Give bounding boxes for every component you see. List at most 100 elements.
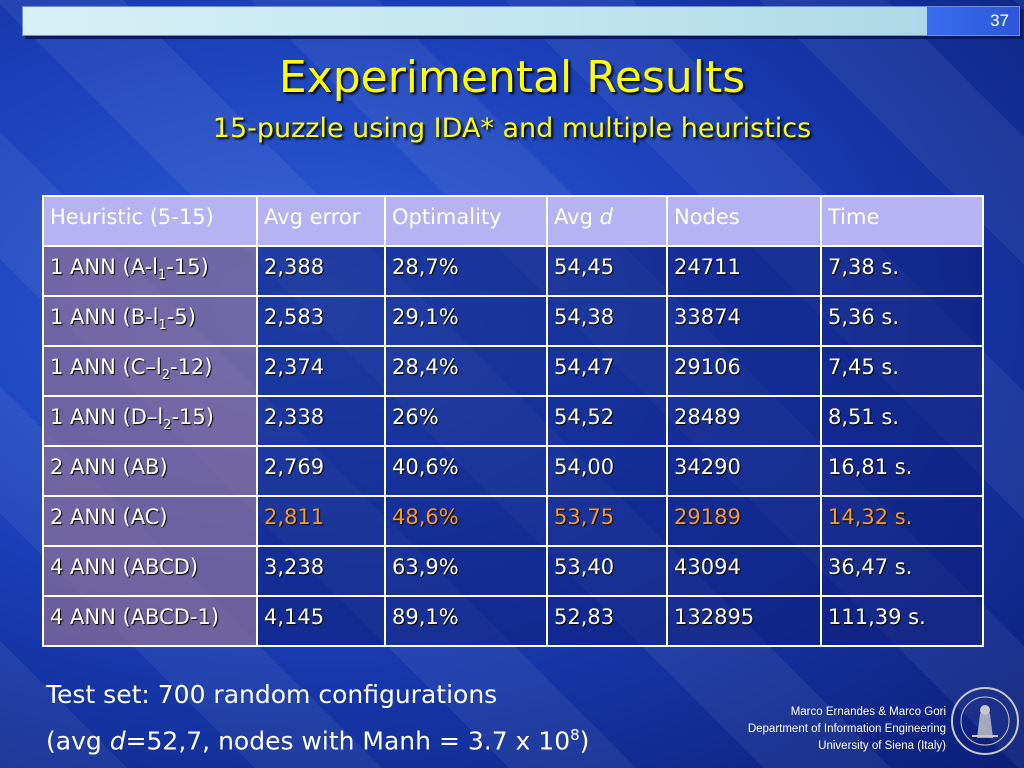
table-row: 1 ANN (D–l2-15) 2,338 26% 54,52 28489 8,51 s. bbox=[42, 395, 984, 447]
avg-line-b: =52,7, nodes with Manh = 3.7 x 10 bbox=[125, 726, 571, 756]
nodes-cell: 33874 bbox=[666, 295, 822, 347]
optimality-cell: 40,6% bbox=[384, 445, 548, 497]
time-cell: 7,38 s. bbox=[820, 245, 984, 297]
table-row: 2 ANN (AC) 2,811 48,6% 53,75 29189 14,32 s. bbox=[42, 495, 984, 547]
avg-line-a: (avg bbox=[46, 726, 110, 756]
nodes-cell: 29106 bbox=[666, 345, 822, 397]
heuristic-subscript: 1 bbox=[158, 318, 167, 334]
table-row: 2 ANN (AB) 2,769 40,6% 54,00 34290 16,81 s. bbox=[42, 445, 984, 497]
optimality-cell: 89,1% bbox=[384, 595, 548, 647]
avg-error-cell: 3,238 bbox=[256, 545, 386, 597]
avg-error-cell: 2,374 bbox=[256, 345, 386, 397]
heuristic-name: 2 ANN (AC) bbox=[50, 505, 168, 529]
heuristic-cell: 1 ANN (B-l1-5) bbox=[42, 295, 258, 347]
heuristic-subscript: 2 bbox=[163, 418, 172, 434]
header-time: Time bbox=[820, 195, 984, 247]
time-cell: 16,81 s. bbox=[820, 445, 984, 497]
test-set-line: Test set: 700 random configurations bbox=[46, 680, 498, 709]
avg-d-cell: 52,83 bbox=[546, 595, 668, 647]
heuristic-cell: 2 ANN (AC) bbox=[42, 495, 258, 547]
heuristic-cell: 4 ANN (ABCD-1) bbox=[42, 595, 258, 647]
heuristic-cell: 1 ANN (D–l2-15) bbox=[42, 395, 258, 447]
top-bar: 37 bbox=[22, 6, 1020, 36]
header-avg-d-text: Avg bbox=[554, 205, 600, 229]
credits-authors: Marco Ernandes & Marco Gori bbox=[790, 706, 946, 718]
header-avg-d: Avg d bbox=[546, 195, 668, 247]
table-header-row: Heuristic (5-15) Avg error Optimality Av… bbox=[42, 195, 984, 247]
university-seal-icon bbox=[951, 687, 1019, 755]
nodes-cell: 132895 bbox=[666, 595, 822, 647]
heuristic-name: 4 ANN (ABCD) bbox=[50, 555, 199, 579]
avg-d-cell: 53,40 bbox=[546, 545, 668, 597]
optimality-cell: 28,7% bbox=[384, 245, 548, 297]
header-avg-error: Avg error bbox=[256, 195, 386, 247]
avg-d-cell: 53,75 bbox=[546, 495, 668, 547]
heuristic-name: 1 ANN (D–l bbox=[50, 405, 164, 429]
nodes-cell: 24711 bbox=[666, 245, 822, 297]
nodes-cell: 29189 bbox=[666, 495, 822, 547]
heuristic-suffix: -12) bbox=[169, 355, 213, 379]
heuristic-cell: 4 ANN (ABCD) bbox=[42, 545, 258, 597]
header-optimality: Optimality bbox=[384, 195, 548, 247]
page-number: 37 bbox=[990, 11, 1009, 30]
table-row: 4 ANN (ABCD) 3,238 63,9% 53,40 43094 36,47 s. bbox=[42, 545, 984, 597]
time-cell: 5,36 s. bbox=[820, 295, 984, 347]
table-row: 4 ANN (ABCD-1) 4,145 89,1% 52,83 132895 111,3… bbox=[42, 595, 984, 647]
nodes-cell: 43094 bbox=[666, 545, 822, 597]
heuristic-name: 1 ANN (A-l bbox=[50, 255, 159, 279]
results-table: Heuristic (5-15) Avg error Optimality Av… bbox=[42, 195, 984, 647]
table-row: 1 ANN (C–l2-12) 2,374 28,4% 54,47 29106 7,45 … bbox=[42, 345, 984, 397]
heuristic-name: 1 ANN (B-l bbox=[50, 305, 159, 329]
header-avg-d-italic: d bbox=[599, 205, 613, 229]
time-cell: 111,39 s. bbox=[820, 595, 984, 647]
heuristic-cell: 1 ANN (A-l1-15) bbox=[42, 245, 258, 297]
time-cell: 36,47 s. bbox=[820, 545, 984, 597]
avg-error-cell: 4,145 bbox=[256, 595, 386, 647]
optimality-cell: 48,6% bbox=[384, 495, 548, 547]
optimality-cell: 28,4% bbox=[384, 345, 548, 397]
avg-d-cell: 54,38 bbox=[546, 295, 668, 347]
avg-d-cell: 54,47 bbox=[546, 345, 668, 397]
heuristic-name: 2 ANN (AB) bbox=[50, 455, 168, 479]
table-row: 1 ANN (B-l1-5) 2,583 29,1% 54,38 33874 5,36 s… bbox=[42, 295, 984, 347]
heuristic-subscript: 1 bbox=[158, 268, 167, 284]
avg-line: (avg d=52,7, nodes with Manh = 3.7 x 108… bbox=[46, 715, 589, 761]
avg-d-cell: 54,52 bbox=[546, 395, 668, 447]
test-set-note: Test set: 700 random configurations (avg… bbox=[46, 675, 589, 761]
avg-error-cell: 2,388 bbox=[256, 245, 386, 297]
heuristic-suffix: -15) bbox=[166, 255, 209, 279]
optimality-cell: 63,9% bbox=[384, 545, 548, 597]
avg-error-cell: 2,338 bbox=[256, 395, 386, 447]
nodes-cell: 28489 bbox=[666, 395, 822, 447]
avg-line-d: d bbox=[109, 726, 126, 756]
heuristic-cell: 2 ANN (AB) bbox=[42, 445, 258, 497]
time-cell: 14,32 s. bbox=[820, 495, 984, 547]
time-cell: 8,51 s. bbox=[820, 395, 984, 447]
avg-error-cell: 2,583 bbox=[256, 295, 386, 347]
heuristic-cell: 1 ANN (C–l2-12) bbox=[42, 345, 258, 397]
time-cell: 7,45 s. bbox=[820, 345, 984, 397]
credits: Marco Ernandes & Marco Gori Department o… bbox=[748, 704, 946, 755]
header-nodes: Nodes bbox=[666, 195, 822, 247]
slide-title: Experimental Results bbox=[278, 52, 746, 103]
avg-d-cell: 54,45 bbox=[546, 245, 668, 297]
avg-error-cell: 2,769 bbox=[256, 445, 386, 497]
heuristic-subscript: 2 bbox=[161, 368, 170, 384]
slide-subtitle: 15-puzzle using IDA* and multiple heuris… bbox=[212, 113, 812, 144]
table-row: 1 ANN (A-l1-15) 2,388 28,7% 54,45 24711 7,38 … bbox=[42, 245, 984, 297]
heuristic-suffix: -5) bbox=[166, 305, 196, 329]
credits-department: Department of Information Engineering bbox=[747, 723, 946, 735]
heuristic-suffix: -15) bbox=[171, 405, 214, 429]
avg-error-cell: 2,811 bbox=[256, 495, 386, 547]
page-number-box: 37 bbox=[927, 7, 1019, 35]
avg-line-exp: 8 bbox=[570, 726, 580, 744]
optimality-cell: 29,1% bbox=[384, 295, 548, 347]
heuristic-name: 4 ANN (ABCD-1) bbox=[50, 605, 220, 629]
avg-d-cell: 54,00 bbox=[546, 445, 668, 497]
credits-university: University of Siena (Italy) bbox=[818, 740, 946, 752]
header-heuristic: Heuristic (5-15) bbox=[42, 195, 258, 247]
avg-line-c: ) bbox=[579, 726, 590, 756]
optimality-cell: 26% bbox=[384, 395, 548, 447]
heuristic-name: 1 ANN (C–l bbox=[50, 355, 162, 379]
nodes-cell: 34290 bbox=[666, 445, 822, 497]
